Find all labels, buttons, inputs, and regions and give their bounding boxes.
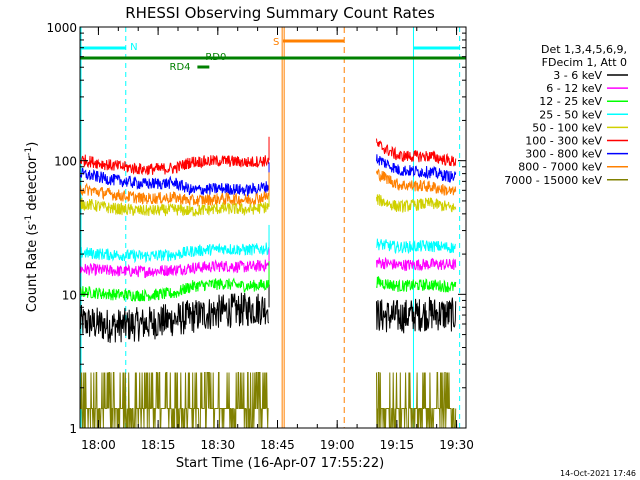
night-label: N [130,42,137,53]
legend-entry-label: 100 - 300 keV [525,135,602,148]
x-tick-label: 19:30 [439,438,474,452]
legend-header-line-2: FDecim 1, Att 0 [542,56,627,69]
chart-title: RHESSI Observing Summary Count Rates [125,4,435,22]
annotation-layer: N S RD0 RD4 [80,27,466,428]
x-tick-label: 18:45 [260,438,295,452]
series-line [376,168,457,196]
saa-label: S [273,37,279,48]
x-tick-label: 18:15 [141,438,176,452]
series-line [79,292,270,343]
series-line [79,277,270,302]
series-line [79,154,270,176]
legend-entry-label: 50 - 100 keV [532,121,602,134]
y-axis-label: Count Rate (s-1 detector-1) [24,142,40,313]
x-tick-label: 18:00 [81,438,116,452]
series-line [79,182,269,207]
series-line [376,256,457,272]
legend-entry-label: 7000 - 15000 keV [504,174,602,187]
legend-entry-label: 3 - 6 keV [553,69,602,82]
x-tick-label: 18:30 [201,438,236,452]
x-tick-label: 19:00 [320,438,355,452]
x-axis-label: Start Time (16-Apr-07 17:55:22) [176,456,384,471]
footer-date: 14-Oct-2021 17:46 [560,469,636,478]
series-layer [79,136,457,429]
y-tick-label: 100 [54,155,77,169]
axis-layer: 18:00 18:15 18:30 18:45 19:00 19:15 19:30 1 10 10… [46,21,473,452]
series-line [79,259,270,279]
legend-entry-label: 25 - 50 keV [539,108,602,121]
rd4-label: RD4 [170,62,191,73]
y-tick-label: 1000 [46,21,77,35]
series-line [79,242,270,264]
rd0-label: RD0 [205,52,226,63]
series-line [376,138,457,167]
series-line [79,197,270,217]
y-tick-label: 10 [62,288,77,302]
series-line [376,372,457,429]
legend-entry-label: 6 - 12 keV [546,82,602,95]
legend-entry-label: 300 - 800 keV [525,148,602,161]
series-line [79,167,270,197]
series-line [80,372,269,429]
legend-entry-label: 800 - 7000 keV [518,161,602,174]
y-tick-label: 1 [69,422,77,436]
plot-frame [79,26,467,429]
series-line [376,194,457,213]
legend: Det 1,3,4,5,6,9, FDecim 1, Att 0 3 - 6 k… [504,43,628,187]
legend-header-line-1: Det 1,3,4,5,6,9, [541,43,627,56]
series-line [376,276,457,293]
legend-entry-label: 12 - 25 keV [539,95,602,108]
series-line [376,296,457,334]
series-line [376,238,456,255]
series-line [376,154,457,183]
x-tick-label: 19:15 [380,438,415,452]
